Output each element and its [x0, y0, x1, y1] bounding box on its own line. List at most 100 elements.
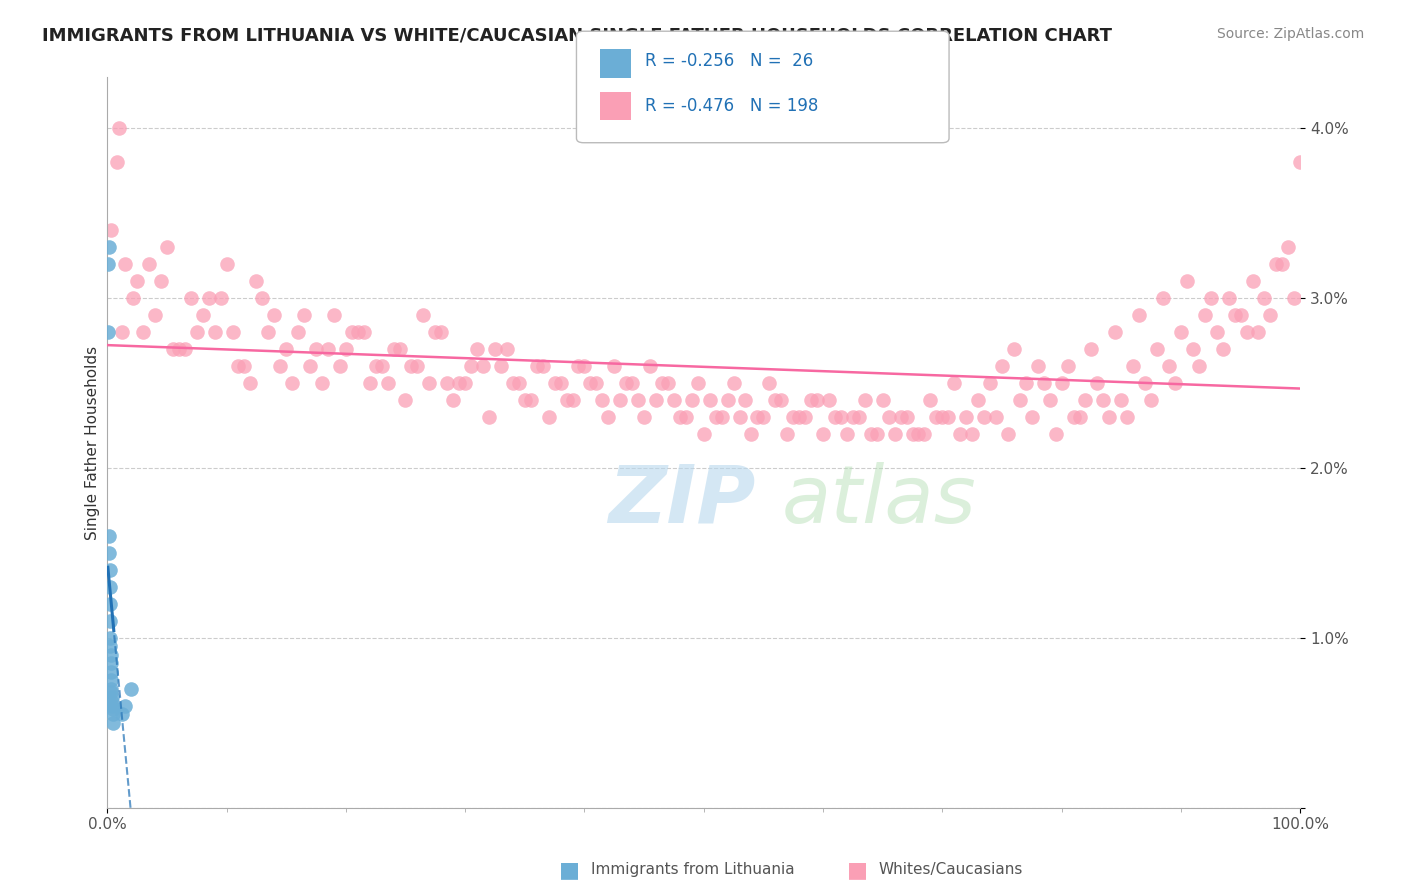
Point: [1140, 393, 1163, 408]
Point: [537, 410, 560, 425]
Point: [269, 359, 291, 373]
Point: [598, 410, 620, 425]
Point: [382, 342, 405, 356]
Point: [627, 393, 650, 408]
Point: [949, 427, 972, 442]
Point: [430, 325, 453, 339]
Point: [1157, 359, 1180, 373]
Point: [1188, 359, 1211, 373]
Point: [555, 393, 578, 408]
Point: [716, 393, 738, 408]
Point: [120, 681, 142, 696]
Point: [305, 342, 328, 356]
Point: [465, 342, 488, 356]
Point: [758, 376, 780, 391]
Point: [621, 376, 644, 391]
Point: [1289, 155, 1312, 169]
Point: [138, 257, 160, 271]
Point: [1253, 291, 1275, 305]
Point: [101, 707, 124, 722]
Point: [979, 376, 1001, 391]
Text: ■: ■: [560, 860, 579, 880]
Point: [585, 376, 607, 391]
Point: [890, 410, 912, 425]
Point: [1026, 359, 1049, 373]
Point: [311, 376, 333, 391]
Point: [818, 393, 841, 408]
Point: [472, 359, 495, 373]
Point: [699, 393, 721, 408]
Point: [651, 376, 673, 391]
Point: [221, 325, 243, 339]
Point: [1080, 342, 1102, 356]
Point: [441, 393, 464, 408]
Point: [1008, 393, 1031, 408]
Point: [1199, 291, 1222, 305]
Point: [460, 359, 482, 373]
Point: [143, 308, 166, 322]
Point: [901, 427, 924, 442]
Point: [180, 291, 202, 305]
Point: [1212, 342, 1234, 356]
Point: [645, 393, 668, 408]
Point: [710, 410, 733, 425]
Point: [1236, 325, 1258, 339]
Text: Immigrants from Lithuania: Immigrants from Lithuania: [591, 863, 794, 877]
Point: [782, 410, 804, 425]
Point: [186, 325, 208, 339]
Point: [883, 427, 905, 442]
Point: [412, 308, 434, 322]
Point: [340, 325, 363, 339]
Point: [526, 359, 548, 373]
Point: [173, 342, 195, 356]
Point: [728, 410, 751, 425]
Point: [925, 410, 948, 425]
Point: [1205, 325, 1227, 339]
Point: [794, 410, 817, 425]
Point: [125, 274, 148, 288]
Point: [896, 410, 918, 425]
Point: [877, 410, 900, 425]
Point: [1284, 291, 1306, 305]
Point: [98, 563, 121, 577]
Point: [370, 359, 392, 373]
Point: [105, 155, 128, 169]
Point: [955, 410, 977, 425]
Point: [245, 274, 267, 288]
Point: [377, 376, 399, 391]
Point: [156, 240, 179, 254]
Point: [215, 257, 238, 271]
Point: [110, 707, 132, 722]
Point: [770, 393, 793, 408]
Text: IMMIGRANTS FROM LITHUANIA VS WHITE/CAUCASIAN SINGLE FATHER HOUSEHOLDS CORRELATIO: IMMIGRANTS FROM LITHUANIA VS WHITE/CAUCA…: [42, 27, 1112, 45]
Point: [662, 393, 685, 408]
Point: [401, 359, 423, 373]
Point: [806, 393, 828, 408]
Point: [550, 376, 572, 391]
Point: [1247, 325, 1270, 339]
Point: [449, 376, 471, 391]
Point: [1128, 308, 1150, 322]
Point: [101, 698, 124, 713]
Point: [853, 393, 876, 408]
Point: [1229, 308, 1251, 322]
Point: [100, 665, 122, 679]
Point: [866, 427, 889, 442]
Text: Source: ZipAtlas.com: Source: ZipAtlas.com: [1216, 27, 1364, 41]
Point: [149, 274, 172, 288]
Point: [484, 342, 506, 356]
Point: [97, 240, 120, 254]
Point: [346, 325, 368, 339]
Point: [353, 325, 375, 339]
Point: [122, 291, 145, 305]
Point: [723, 376, 745, 391]
Point: [110, 325, 132, 339]
Point: [763, 393, 786, 408]
Point: [1223, 308, 1246, 322]
Point: [132, 325, 155, 339]
Point: [322, 308, 344, 322]
Point: [1164, 376, 1187, 391]
Point: [388, 342, 411, 356]
Point: [967, 393, 990, 408]
Point: [1098, 410, 1121, 425]
